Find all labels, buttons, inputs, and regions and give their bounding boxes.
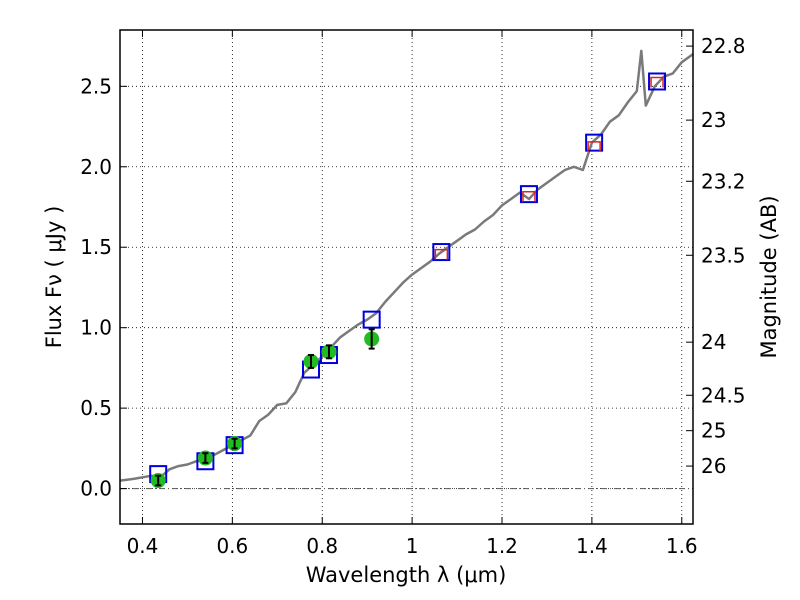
y2-tick-label: 26 [701, 454, 726, 478]
y-tick-label: 2.5 [80, 74, 112, 98]
model-photometry-square [362, 310, 381, 329]
y2-axis-title: Magnitude (AB) [757, 195, 781, 358]
nir-photometry-marker [650, 76, 664, 88]
x-tick-label: 1.2 [486, 534, 518, 558]
nir-photometry-marker [522, 190, 536, 202]
spectrum-line [119, 49, 694, 482]
x-tick-label: 0.6 [216, 534, 248, 558]
model-photometry-square [432, 243, 451, 262]
plot-background [120, 30, 693, 524]
y-tick-label: 0.5 [80, 396, 112, 420]
y2-tick-label: 24.5 [701, 383, 746, 407]
model-photometry-square [585, 133, 604, 152]
x-tick-label: 0.8 [306, 534, 338, 558]
model-photometry-square [648, 72, 667, 91]
x-axis-title: Wavelength λ (μm) [306, 563, 507, 587]
x-tick-label: 1.6 [666, 534, 698, 558]
tick-labels: 0.4 0.6 0.8 1 1.2 1.4 1.6 0.0 0.5 1.0 1.5 2.0 2.5 22.… [80, 34, 745, 558]
y2-tick-label: 23.2 [701, 169, 746, 193]
series-layer [119, 49, 694, 489]
y-tick-label: 1.5 [80, 235, 112, 259]
y-axis-title: Flux Fν ( μJy ) [42, 206, 66, 349]
y-tick-label: 1.0 [80, 316, 112, 340]
x-tick-label: 1.4 [576, 534, 608, 558]
x-tick-label: 1 [406, 534, 419, 558]
y2-tick-label: 22.8 [701, 34, 746, 58]
y2-tick-label: 23.5 [701, 243, 746, 267]
nir-photometry-marker [587, 141, 601, 152]
y2-tick-label: 25 [701, 419, 726, 443]
x-tick-label: 0.4 [127, 534, 159, 558]
plot-frame [119, 29, 694, 525]
y2-tick-label: 24 [701, 330, 726, 354]
y-tick-label: 2.0 [80, 155, 112, 179]
y-tick-label: 0.0 [80, 477, 112, 501]
tick-marks [120, 30, 693, 524]
y2-tick-label: 23 [701, 108, 726, 132]
model-photometry-square [519, 185, 538, 204]
nir-photometry-marker [434, 248, 449, 260]
